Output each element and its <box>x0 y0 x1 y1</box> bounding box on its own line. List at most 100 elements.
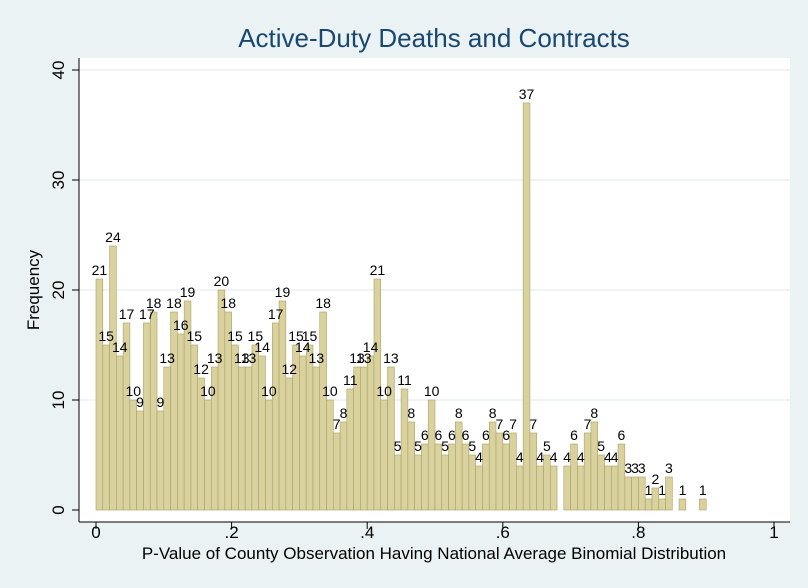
bar-value-label: 13 <box>234 350 250 366</box>
histogram-bar <box>678 498 687 511</box>
bar-value-label: 12 <box>193 361 209 377</box>
histogram-bar <box>353 366 361 511</box>
bar-value-label: 18 <box>166 295 182 311</box>
bar-value-label: 3 <box>638 460 646 476</box>
bar-value-label: 16 <box>173 317 189 333</box>
bar-value-label: 15 <box>248 328 264 344</box>
bar-value-label: 24 <box>105 229 121 245</box>
bar-value-label: 8 <box>455 405 463 421</box>
bar-value-label: 6 <box>421 427 429 443</box>
chart-title: Active-Duty Deaths and Contracts <box>238 23 630 53</box>
bar-value-label: 4 <box>577 449 585 465</box>
histogram-bar <box>278 300 287 511</box>
y-tick-label: 0 <box>49 505 68 514</box>
histogram-bar <box>109 245 117 511</box>
bar-value-label: 13 <box>241 350 257 366</box>
bar-value-label: 4 <box>611 449 619 465</box>
histogram-bar <box>644 498 653 511</box>
histogram-bar <box>346 388 354 511</box>
y-tick-label: 30 <box>49 171 68 190</box>
bar-value-label: 10 <box>322 383 338 399</box>
bar-value-label: 10 <box>200 383 216 399</box>
y-tick-label: 20 <box>49 281 68 300</box>
bar-value-label: 8 <box>489 405 497 421</box>
bar-value-label: 15 <box>98 328 114 344</box>
bar-value-label: 15 <box>227 328 243 344</box>
bar-value-label: 7 <box>529 416 537 432</box>
bar-value-label: 10 <box>126 383 142 399</box>
histogram-bar <box>665 476 673 511</box>
bar-value-label: 3 <box>631 460 639 476</box>
histogram-bar <box>305 344 314 511</box>
histogram-bar <box>380 399 388 511</box>
bar-value-label: 4 <box>516 449 524 465</box>
bar-value-label: 1 <box>699 482 707 498</box>
histogram-bar <box>271 322 280 511</box>
histogram-bar <box>156 410 165 511</box>
histogram-bar <box>116 355 124 511</box>
bar-value-label: 14 <box>112 339 128 355</box>
histogram-bar <box>509 432 517 511</box>
x-tick-label: .4 <box>360 523 374 542</box>
bar-value-label: 7 <box>509 416 517 432</box>
bar-value-label: 1 <box>679 482 687 498</box>
histogram-bar <box>617 443 626 511</box>
histogram-bar <box>163 366 171 511</box>
histogram-bar <box>549 465 558 511</box>
histogram-bar <box>475 465 483 511</box>
histogram-bar <box>583 432 592 511</box>
bar-value-label: 14 <box>254 339 270 355</box>
histogram-bar <box>495 432 504 511</box>
histogram-bar <box>95 278 104 511</box>
bar-value-label: 10 <box>261 383 277 399</box>
histogram-bar <box>631 476 639 511</box>
histogram-bar <box>136 410 144 511</box>
bar-value-label: 10 <box>376 383 392 399</box>
bar-value-label: 6 <box>462 427 470 443</box>
histogram-bar <box>427 399 436 511</box>
histogram-bar <box>177 333 185 511</box>
histogram-bar <box>529 432 537 511</box>
x-axis-ticks: 0 .2 .4 .6 .8 1 <box>91 522 779 542</box>
bar-value-label: 9 <box>136 394 144 410</box>
bar-value-label: 10 <box>424 383 440 399</box>
histogram-bar <box>448 443 456 511</box>
bar-value-label: 7 <box>333 416 341 432</box>
histogram-bar <box>231 344 239 511</box>
y-tick-label: 40 <box>49 61 68 80</box>
bar-value-label: 6 <box>448 427 456 443</box>
histogram-bar <box>265 399 273 511</box>
histogram-bar <box>251 344 260 511</box>
histogram-bar <box>319 311 327 511</box>
bar-value-label: 6 <box>618 427 626 443</box>
histogram-bar <box>285 377 293 511</box>
histogram-bar <box>366 355 375 511</box>
bar-value-label: 19 <box>180 284 196 300</box>
histogram-bar <box>604 465 612 511</box>
histogram-bar <box>299 355 307 511</box>
histogram-bar <box>624 476 632 511</box>
histogram-bar <box>414 454 422 511</box>
bar-value-label: 11 <box>343 372 358 388</box>
bar-value-label: 4 <box>563 449 571 465</box>
bar-value-label: 19 <box>275 284 291 300</box>
bar-value-label: 14 <box>295 339 311 355</box>
histogram-bar <box>590 421 599 511</box>
histogram-bar <box>638 476 646 511</box>
histogram-bar <box>441 454 449 511</box>
bar-value-label: 6 <box>570 427 578 443</box>
histogram-bar <box>610 465 619 511</box>
bar-value-label: 4 <box>536 449 544 465</box>
bar-value-label: 12 <box>281 361 297 377</box>
histogram-bar <box>332 432 341 511</box>
histogram-bar <box>360 366 368 511</box>
histogram-bar <box>482 443 490 511</box>
bar-value-label: 11 <box>397 372 412 388</box>
bar-value-label: 1 <box>645 482 653 498</box>
bars-group <box>95 102 707 511</box>
histogram-bar <box>143 322 151 511</box>
histogram-bar <box>217 289 226 511</box>
bar-value-label: 6 <box>502 427 510 443</box>
bar-value-label: 14 <box>363 339 379 355</box>
